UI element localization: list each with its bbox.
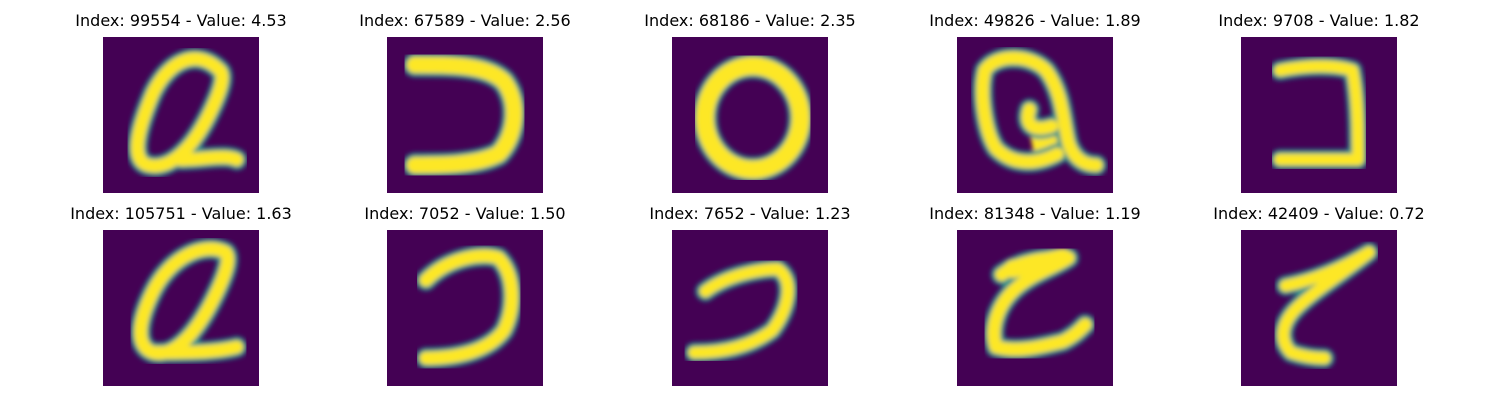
digit-image bbox=[957, 230, 1113, 386]
panel-9: Index: 81348 - Value: 1.19 bbox=[920, 203, 1150, 388]
stroke-core bbox=[419, 249, 519, 365]
digit-image bbox=[387, 37, 543, 193]
digit-image-canvas bbox=[672, 37, 828, 193]
panel-5: Index: 9708 - Value: 1.82 bbox=[1204, 10, 1434, 195]
stroke-blob bbox=[1003, 248, 1072, 278]
panel-title: Index: 99554 - Value: 4.53 bbox=[75, 11, 287, 30]
panel-title: Index: 67589 - Value: 2.56 bbox=[359, 11, 571, 30]
digit-image bbox=[103, 230, 259, 386]
panel-title: Index: 49826 - Value: 1.89 bbox=[929, 11, 1141, 30]
digit-image-canvas bbox=[957, 37, 1113, 193]
panel-3: Index: 68186 - Value: 2.35 bbox=[635, 10, 865, 195]
panel-title: Index: 7652 - Value: 1.23 bbox=[649, 204, 851, 223]
digit-image-canvas bbox=[957, 230, 1113, 386]
panel-10: Index: 42409 - Value: 0.72 bbox=[1204, 203, 1434, 388]
panel-title: Index: 7052 - Value: 1.50 bbox=[364, 204, 566, 223]
panel-6: Index: 105751 - Value: 1.63 bbox=[66, 203, 296, 388]
stroke-core bbox=[688, 263, 794, 359]
digit-image-canvas bbox=[672, 230, 828, 386]
digit-image bbox=[387, 230, 543, 386]
panel-title: Index: 68186 - Value: 2.35 bbox=[644, 11, 856, 30]
digit-image-canvas bbox=[103, 230, 259, 386]
panel-2: Index: 67589 - Value: 2.56 bbox=[350, 10, 580, 195]
stroke-core bbox=[1274, 60, 1364, 166]
digit-image-canvas bbox=[1241, 230, 1397, 386]
stroke-core bbox=[976, 51, 1103, 172]
digit-image bbox=[672, 230, 828, 386]
panel-4: Index: 49826 - Value: 1.89 bbox=[920, 10, 1150, 195]
panel-title: Index: 9708 - Value: 1.82 bbox=[1218, 11, 1420, 30]
digit-image-canvas bbox=[387, 230, 543, 386]
panel-title: Index: 42409 - Value: 0.72 bbox=[1213, 204, 1425, 223]
stroke-core bbox=[406, 56, 523, 174]
stroke-core bbox=[695, 57, 810, 179]
digit-image-canvas bbox=[103, 37, 259, 193]
panel-title: Index: 81348 - Value: 1.19 bbox=[929, 204, 1141, 223]
digit-image bbox=[957, 37, 1113, 193]
stroke-core bbox=[1277, 246, 1375, 364]
stroke-core bbox=[134, 242, 244, 360]
digit-image bbox=[103, 37, 259, 193]
panel-1: Index: 99554 - Value: 4.53 bbox=[66, 10, 296, 195]
digit-image bbox=[1241, 230, 1397, 386]
panel-8: Index: 7652 - Value: 1.23 bbox=[635, 203, 865, 388]
digit-image bbox=[1241, 37, 1397, 193]
digit-image-canvas bbox=[1241, 37, 1397, 193]
panel-title: Index: 105751 - Value: 1.63 bbox=[70, 204, 292, 223]
stroke-core bbox=[131, 52, 244, 173]
image-background bbox=[672, 230, 828, 386]
panel-7: Index: 7052 - Value: 1.50 bbox=[350, 203, 580, 388]
digit-image-canvas bbox=[387, 37, 543, 193]
digit-image bbox=[672, 37, 828, 193]
